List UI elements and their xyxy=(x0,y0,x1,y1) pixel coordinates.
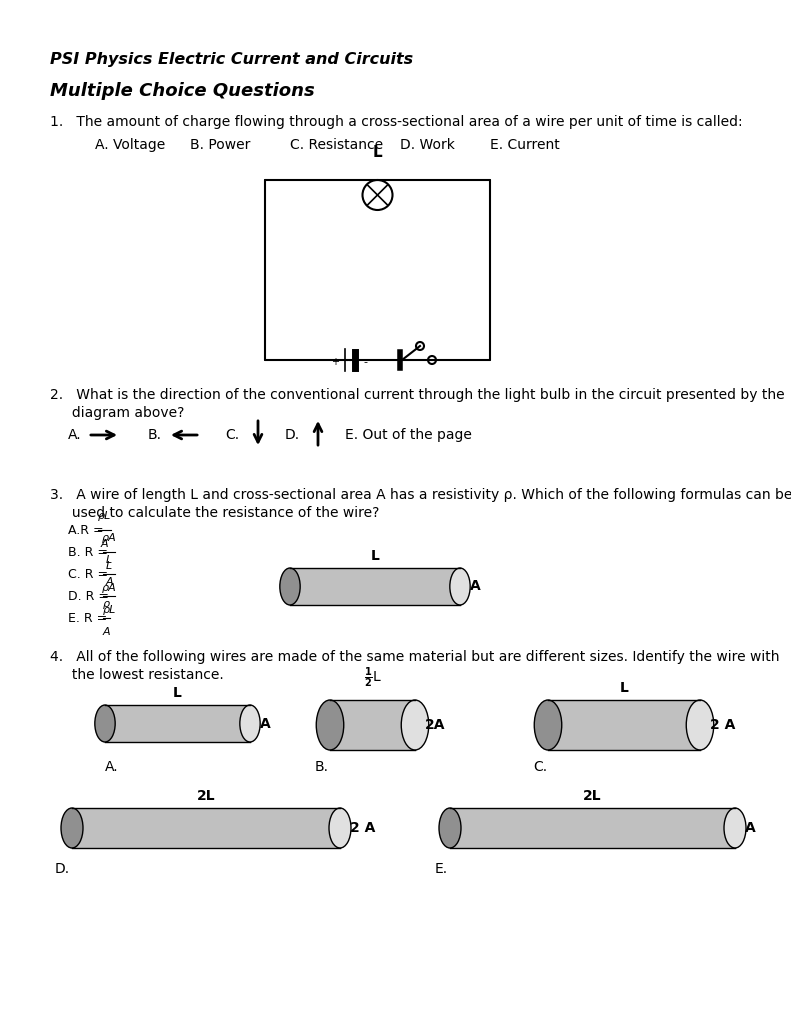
Text: 2A: 2A xyxy=(425,718,445,732)
Text: $\mathbf{\frac{1}{2}}$L: $\mathbf{\frac{1}{2}}$L xyxy=(364,666,382,690)
Text: the lowest resistance.: the lowest resistance. xyxy=(50,668,224,682)
Text: ρL: ρL xyxy=(97,511,111,521)
Text: ρL: ρL xyxy=(102,605,115,615)
Text: E. Current: E. Current xyxy=(490,138,560,152)
Polygon shape xyxy=(450,808,735,848)
Text: A. Voltage: A. Voltage xyxy=(95,138,165,152)
Text: A: A xyxy=(470,580,481,594)
Text: L: L xyxy=(173,686,182,700)
Text: 2L: 2L xyxy=(197,790,215,803)
Ellipse shape xyxy=(534,700,562,750)
Text: A: A xyxy=(260,717,271,730)
Text: 1.   The amount of charge flowing through a cross-sectional area of a wire per u: 1. The amount of charge flowing through … xyxy=(50,115,743,129)
Text: 4.   All of the following wires are made of the same material but are different : 4. All of the following wires are made o… xyxy=(50,650,779,664)
Ellipse shape xyxy=(687,700,713,750)
Text: D. Work: D. Work xyxy=(400,138,455,152)
Text: L: L xyxy=(370,549,380,563)
Text: E. R =: E. R = xyxy=(68,611,112,625)
Text: A.R =: A.R = xyxy=(68,523,108,537)
Text: +: + xyxy=(331,357,339,367)
Text: A: A xyxy=(105,577,113,587)
Ellipse shape xyxy=(61,808,83,848)
Ellipse shape xyxy=(280,568,300,605)
Text: A: A xyxy=(100,539,108,549)
Ellipse shape xyxy=(724,808,746,848)
Text: -: - xyxy=(363,357,367,367)
Text: D.: D. xyxy=(55,862,70,876)
Ellipse shape xyxy=(401,700,429,750)
Ellipse shape xyxy=(439,808,461,848)
Text: used to calculate the resistance of the wire?: used to calculate the resistance of the … xyxy=(50,506,380,520)
Text: 2 A: 2 A xyxy=(710,718,736,732)
Text: A.: A. xyxy=(68,428,81,442)
Text: diagram above?: diagram above? xyxy=(50,406,184,420)
Text: C.: C. xyxy=(225,428,239,442)
Text: L: L xyxy=(619,681,628,695)
Text: E.: E. xyxy=(435,862,448,876)
Text: B. R =: B. R = xyxy=(68,546,112,558)
Text: 2.   What is the direction of the conventional current through the light bulb in: 2. What is the direction of the conventi… xyxy=(50,388,785,402)
Text: Multiple Choice Questions: Multiple Choice Questions xyxy=(50,82,315,100)
Ellipse shape xyxy=(95,705,115,742)
Text: L: L xyxy=(106,555,112,565)
Text: B. Power: B. Power xyxy=(190,138,251,152)
Polygon shape xyxy=(290,568,460,605)
Text: ρA: ρA xyxy=(102,583,116,593)
Polygon shape xyxy=(330,700,415,750)
Text: A: A xyxy=(745,821,755,835)
Ellipse shape xyxy=(316,700,344,750)
Text: C.: C. xyxy=(533,760,547,774)
Text: ρ: ρ xyxy=(103,599,110,609)
Text: B.: B. xyxy=(315,760,329,774)
Text: L: L xyxy=(106,561,112,571)
Text: L: L xyxy=(373,145,382,160)
Ellipse shape xyxy=(450,568,470,605)
Text: A: A xyxy=(103,627,110,637)
Text: E. Out of the page: E. Out of the page xyxy=(345,428,472,442)
Text: D. R =: D. R = xyxy=(68,590,113,602)
Text: A.: A. xyxy=(105,760,119,774)
Text: C. Resistance: C. Resistance xyxy=(290,138,383,152)
Text: 2 A: 2 A xyxy=(350,821,376,835)
Polygon shape xyxy=(548,700,700,750)
Ellipse shape xyxy=(240,705,260,742)
Text: 2L: 2L xyxy=(583,790,602,803)
Text: D.: D. xyxy=(285,428,300,442)
Ellipse shape xyxy=(329,808,351,848)
Text: ρA: ρA xyxy=(102,534,116,543)
Text: 3.   A wire of length L and cross-sectional area A has a resistivity ρ. Which of: 3. A wire of length L and cross-sectiona… xyxy=(50,488,791,502)
Polygon shape xyxy=(105,705,250,742)
Text: B.: B. xyxy=(148,428,162,442)
Text: PSI Physics Electric Current and Circuits: PSI Physics Electric Current and Circuit… xyxy=(50,52,413,67)
Polygon shape xyxy=(72,808,340,848)
Text: C. R =: C. R = xyxy=(68,567,112,581)
